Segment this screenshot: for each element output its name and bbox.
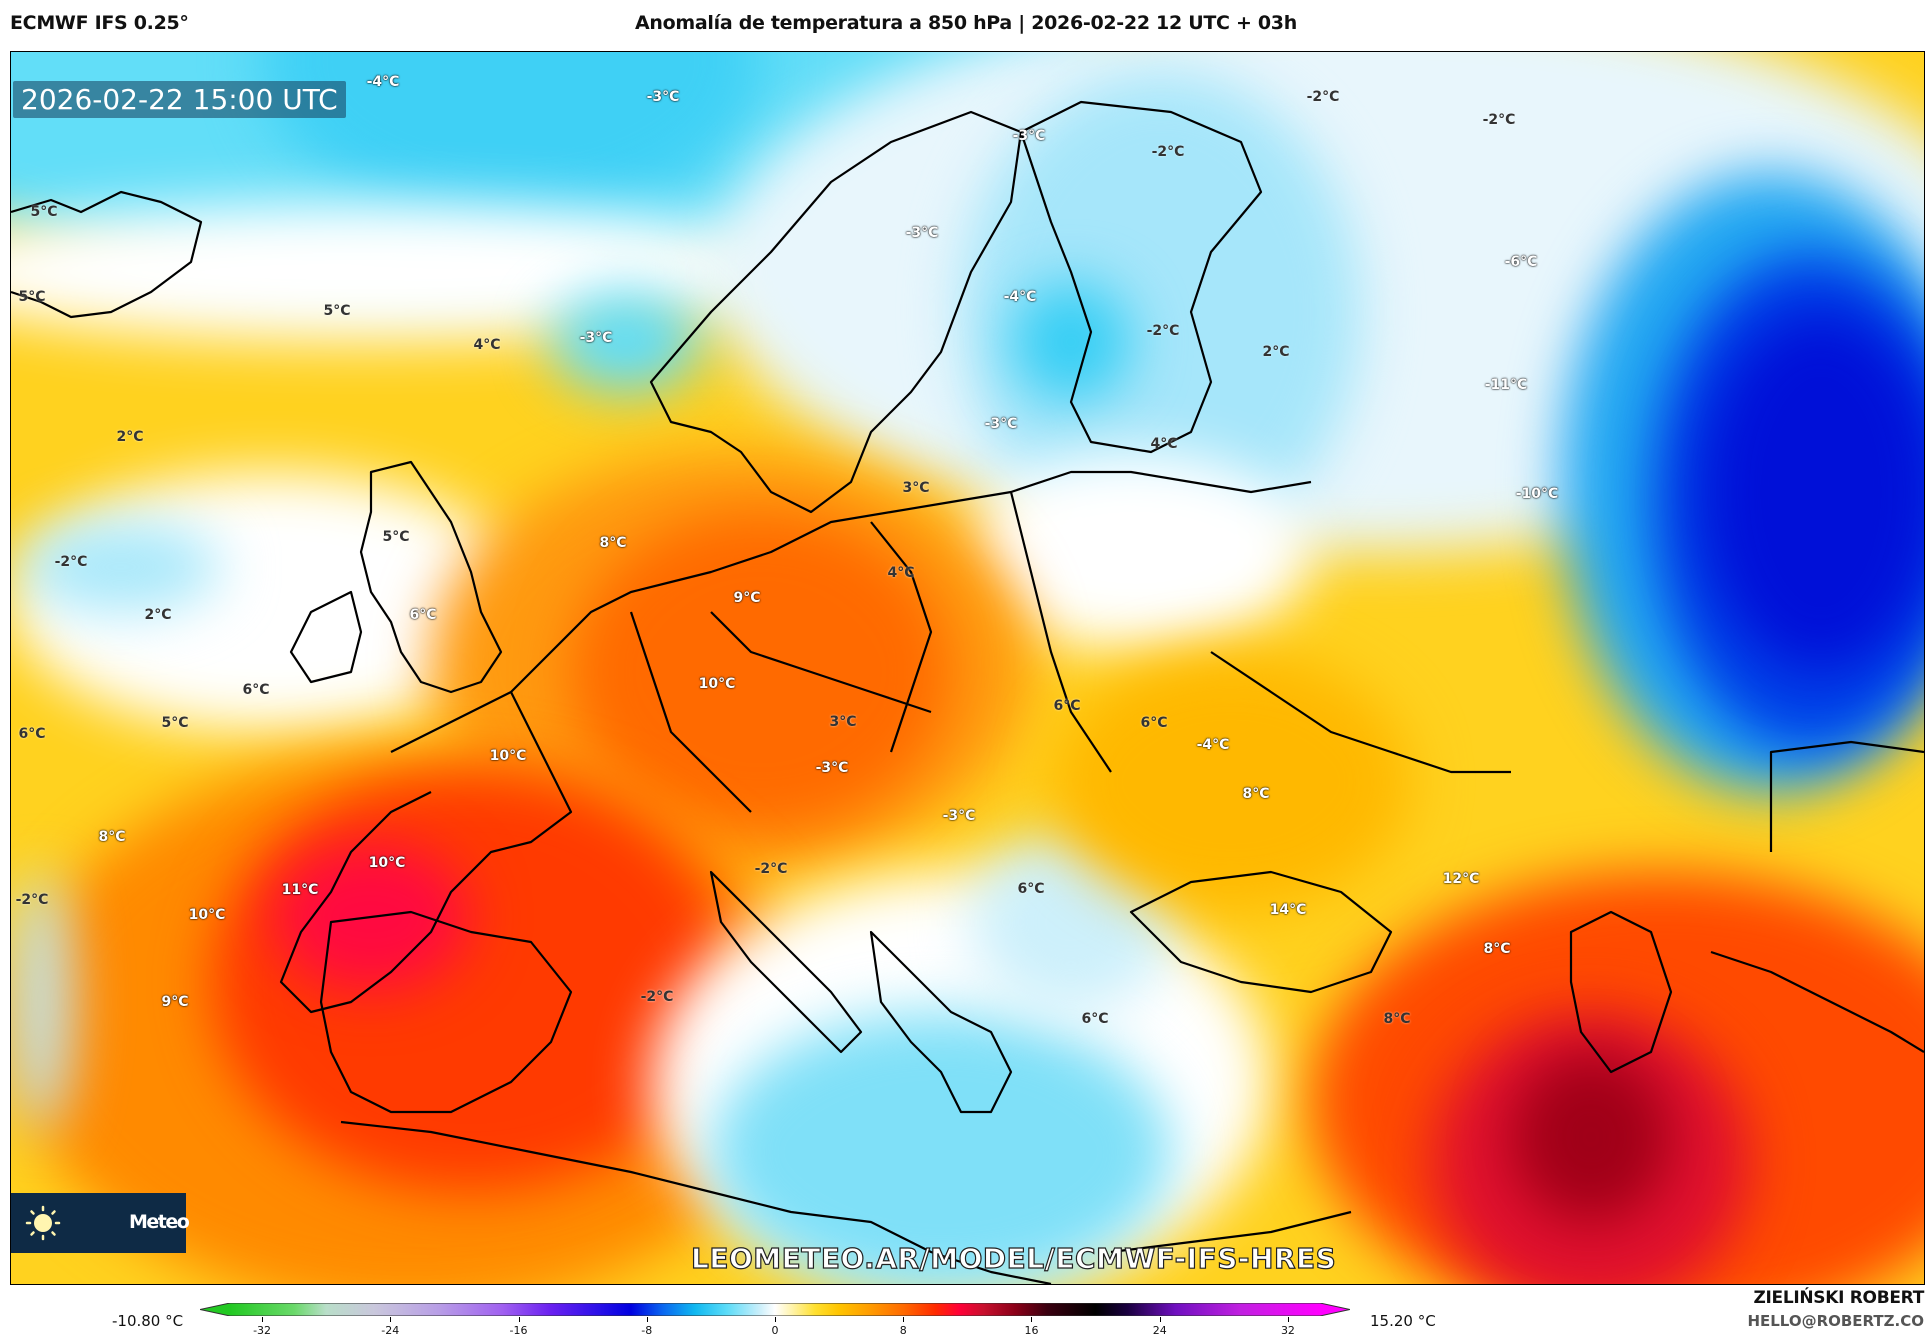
contour-label: -2°C — [1146, 323, 1180, 339]
colorbar-tick-label: -8 — [641, 1324, 653, 1337]
colorbar-min-label: -10.80 °C — [112, 1312, 184, 1330]
contour-label: 5°C — [382, 529, 410, 545]
contour-label: 6°C — [409, 607, 437, 623]
coastlines-and-borders — [11, 100, 1924, 1284]
contour-label: 14°C — [1269, 902, 1307, 918]
contour-label: 10°C — [698, 676, 736, 692]
colorbar-tick-mark — [1159, 1317, 1161, 1322]
colorbar-tick-label: 32 — [1280, 1324, 1295, 1337]
contour-label: 6°C — [1053, 698, 1081, 714]
contour-label: 12°C — [1442, 871, 1480, 887]
colorbar-tick-mark — [903, 1317, 905, 1322]
colorbar-gradient — [200, 1303, 1350, 1316]
contour-label: -4°C — [1003, 289, 1037, 305]
contour-label: 8°C — [98, 829, 126, 845]
contour-label: 2°C — [1262, 344, 1290, 360]
contour-label: 2°C — [144, 607, 172, 623]
contour-label: 6°C — [1140, 715, 1168, 731]
contour-label: -3°C — [815, 760, 849, 776]
contour-label: -3°C — [646, 89, 680, 105]
contour-label: -2°C — [754, 861, 788, 877]
colorbar-tick-label: -32 — [253, 1324, 272, 1337]
contour-label: -3°C — [942, 808, 976, 824]
colorbar-tick-mark — [390, 1317, 392, 1322]
colorbar-tick-label: -16 — [509, 1324, 528, 1337]
colorbar-max-label: 15.20 °C — [1370, 1312, 1436, 1330]
logo-text: Meteo — [129, 1211, 190, 1233]
contour-label: -10°C — [1515, 486, 1559, 502]
contour-label: -3°C — [905, 225, 939, 241]
provider-logo[interactable]: Meteo — [11, 1193, 190, 1253]
sun-icon — [25, 1205, 61, 1241]
colorbar-tick-label: -24 — [381, 1324, 400, 1337]
contour-label: -2°C — [640, 989, 674, 1005]
contour-label: 3°C — [829, 714, 857, 730]
contour-label: -3°C — [984, 416, 1018, 432]
contour-label: -2°C — [1306, 89, 1340, 105]
colorbar-tick-label: 8 — [899, 1324, 907, 1337]
contour-label: 6°C — [18, 726, 46, 742]
colorbar-tick-mark — [646, 1317, 648, 1322]
contour-label: 8°C — [599, 535, 627, 551]
colorbar: -32 -24 -16 -8 0 8 16 24 32 — [200, 1303, 1350, 1339]
contour-label: 9°C — [161, 994, 189, 1010]
contour-label: 4°C — [887, 565, 915, 581]
colorbar-tick-mark — [262, 1317, 264, 1322]
contour-label: -4°C — [366, 74, 400, 90]
contour-label: -2°C — [54, 554, 88, 570]
contour-label: 10°C — [489, 748, 527, 764]
author-name: ZIELIŃSKI ROBERT — [1753, 1288, 1924, 1308]
model-name: ECMWF IFS 0.25° — [10, 12, 189, 34]
contour-label: 10°C — [188, 907, 226, 923]
contour-label: -3°C — [579, 330, 613, 346]
contour-label: 6°C — [242, 682, 270, 698]
colorbar-tick-label: 24 — [1152, 1324, 1167, 1337]
watermark-url: LEOMETEO.AR/MODEL/ECMWF-IFS-HRES — [690, 1241, 1337, 1275]
colorbar-tick-mark — [775, 1317, 776, 1322]
colorbar-tick-mark — [1031, 1317, 1033, 1322]
contour-label: -2°C — [1151, 144, 1185, 160]
valid-time-badge: 2026-02-22 15:00 UTC — [13, 81, 346, 118]
contour-label: 10°C — [368, 855, 406, 871]
contour-label: 4°C — [473, 337, 501, 353]
contour-label: 8°C — [1383, 1011, 1411, 1027]
temperature-anomaly-map[interactable]: 2026-02-22 15:00 UTC -4°C -3°C -2°C -2°C -3°… — [10, 51, 1925, 1285]
contour-label: 2°C — [116, 429, 144, 445]
contour-label: 9°C — [733, 590, 761, 606]
contour-label: 5°C — [161, 715, 189, 731]
colorbar-tick-mark — [1287, 1317, 1289, 1322]
contour-label: -2°C — [15, 892, 49, 908]
contour-label: 6°C — [1017, 881, 1045, 897]
contour-label: -6°C — [1504, 254, 1538, 270]
contour-label: 8°C — [1242, 786, 1270, 802]
contour-label: 8°C — [1483, 941, 1511, 957]
contour-label: 5°C — [18, 289, 46, 305]
contour-label: 6°C — [1081, 1011, 1109, 1027]
contour-label: 11°C — [281, 882, 319, 898]
colorbar-tick-mark — [518, 1317, 520, 1322]
colorbar-ticks: -32 -24 -16 -8 0 8 16 24 32 — [200, 1317, 1350, 1339]
contour-label: -2°C — [1482, 112, 1516, 128]
contour-label: 5°C — [30, 204, 58, 220]
colorbar-tick-label: 0 — [771, 1324, 779, 1337]
colorbar-tick-label: 16 — [1024, 1324, 1039, 1337]
contour-label: -3°C — [1012, 128, 1046, 144]
contour-label: -4°C — [1196, 737, 1230, 753]
contour-label: 5°C — [323, 303, 351, 319]
contour-label: 3°C — [902, 480, 930, 496]
contour-label: 4°C — [1150, 436, 1178, 452]
author-email[interactable]: HELLO@ROBERTZ.CO — [1747, 1312, 1924, 1330]
contour-label: -11°C — [1484, 377, 1528, 393]
chart-title: Anomalía de temperatura a 850 hPa | 2026… — [635, 12, 1297, 34]
